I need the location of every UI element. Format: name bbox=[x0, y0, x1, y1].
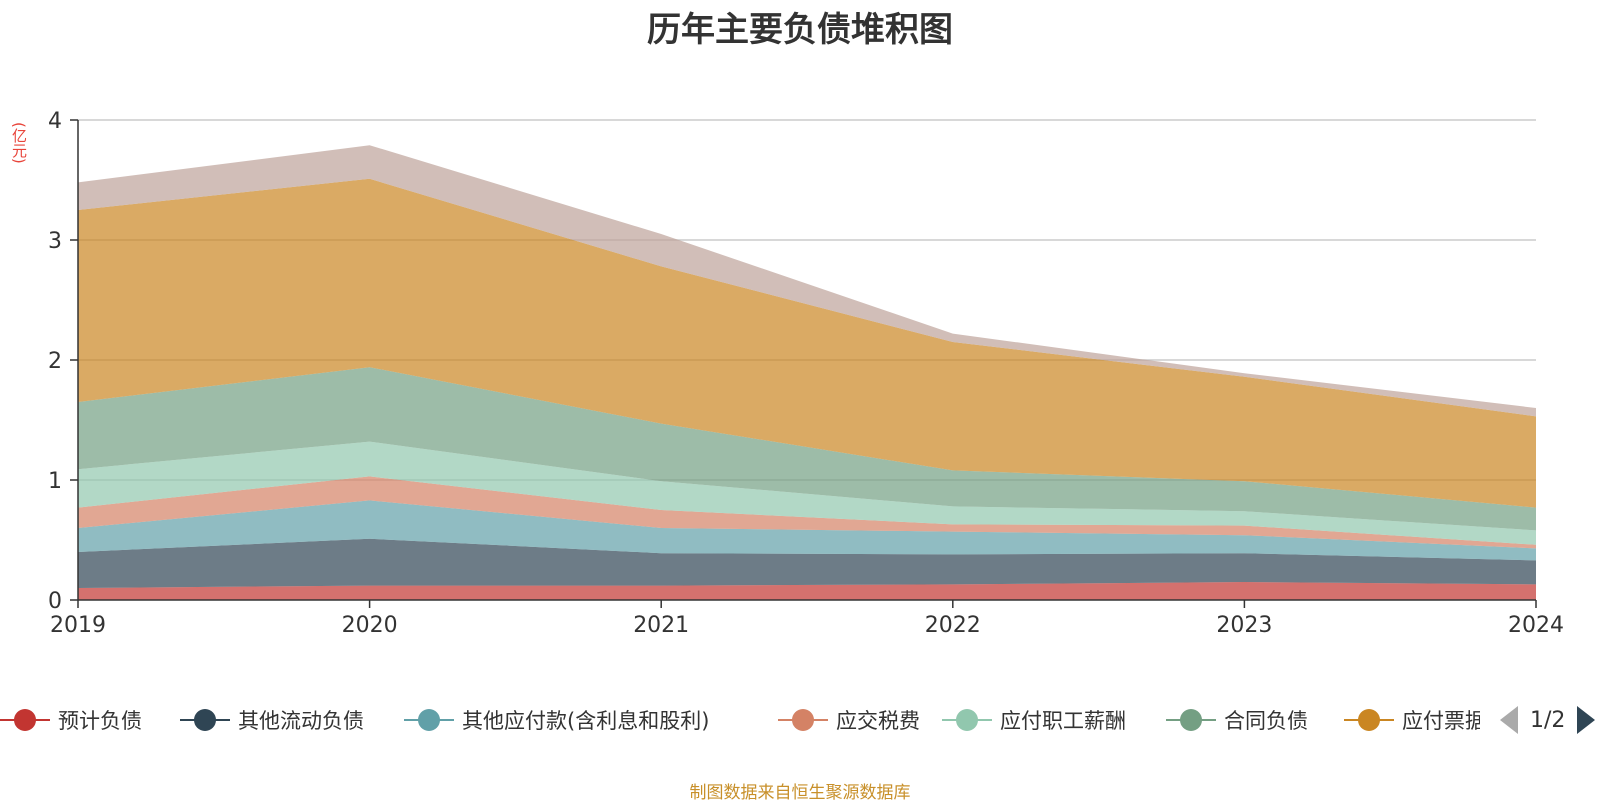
legend-marker-icon bbox=[180, 705, 230, 735]
legend-items: 预计负债 其他流动负债 其他应付款(含利息和股利) 应交税费 应付职工薪酬 合同负债 应付票… bbox=[0, 700, 1480, 740]
axes: 0 1 2 3 4 2019 2020 2021 2022 2023 2024 bbox=[48, 109, 1564, 638]
y-tick-label: 4 bbox=[48, 109, 62, 134]
x-tick-label: 2024 bbox=[1508, 613, 1564, 638]
area-series-7 bbox=[78, 145, 1536, 417]
legend: 预计负债 其他流动负债 其他应付款(含利息和股利) 应交税费 应付职工薪酬 合同负债 应付票… bbox=[0, 700, 1600, 740]
y-tick-label: 0 bbox=[48, 589, 62, 614]
area-series-4 bbox=[78, 441, 1536, 545]
legend-item-label: 应交税费 bbox=[836, 709, 920, 733]
legend-item-3[interactable]: 应交税费 bbox=[778, 700, 920, 740]
x-tick-label: 2021 bbox=[633, 613, 689, 638]
legend-item-label: 应付职工薪酬 bbox=[1000, 709, 1126, 733]
legend-next-page-button[interactable] bbox=[1577, 706, 1596, 734]
y-tick-label: 1 bbox=[48, 469, 62, 494]
legend-item-5[interactable]: 合同负债 bbox=[1166, 700, 1308, 740]
legend-item-label: 应付票据 bbox=[1402, 709, 1480, 733]
legend-item-0[interactable]: 预计负债 bbox=[0, 700, 142, 740]
stacked-area-chart: 0 1 2 3 4 2019 2020 2021 2022 2023 2024 bbox=[48, 109, 1564, 638]
legend-item-label: 其他应付款(含利息和股利) bbox=[462, 709, 710, 733]
legend-item-1[interactable]: 其他流动负债 bbox=[180, 700, 364, 740]
area-series-0 bbox=[78, 582, 1536, 600]
legend-item-label: 合同负债 bbox=[1224, 709, 1308, 733]
legend-marker-icon bbox=[404, 705, 454, 735]
legend-item-4[interactable]: 应付职工薪酬 bbox=[942, 700, 1126, 740]
x-tick-label: 2023 bbox=[1216, 613, 1272, 638]
legend-marker-icon bbox=[1166, 705, 1216, 735]
y-axis-unit-label: (亿元) bbox=[10, 122, 28, 164]
area-series-6 bbox=[78, 178, 1536, 508]
area-series-5 bbox=[78, 367, 1536, 531]
x-tick-label: 2020 bbox=[342, 613, 398, 638]
legend-item-label: 预计负债 bbox=[58, 709, 142, 733]
chart-title: 历年主要负债堆积图 bbox=[647, 10, 953, 50]
y-tick-label: 3 bbox=[48, 229, 62, 254]
area-series-3 bbox=[78, 476, 1536, 549]
x-tick-label: 2022 bbox=[925, 613, 981, 638]
x-tick-label: 2019 bbox=[50, 613, 106, 638]
legend-prev-page-button[interactable] bbox=[1500, 706, 1518, 734]
area-series bbox=[78, 145, 1536, 600]
legend-marker-icon bbox=[0, 705, 50, 735]
legend-marker-icon bbox=[778, 705, 828, 735]
legend-item-2[interactable]: 其他应付款(含利息和股利) bbox=[404, 700, 709, 740]
legend-marker-icon bbox=[942, 705, 992, 735]
area-series-1 bbox=[78, 538, 1536, 588]
legend-marker-icon bbox=[1344, 705, 1394, 735]
area-series-2 bbox=[78, 500, 1536, 561]
legend-pager: 1/2 bbox=[1500, 700, 1596, 740]
legend-page-indicator: 1/2 bbox=[1530, 707, 1566, 733]
legend-item-label: 其他流动负债 bbox=[238, 709, 364, 733]
y-tick-label: 2 bbox=[48, 349, 62, 374]
data-source-note: 制图数据来自恒生聚源数据库 bbox=[689, 783, 911, 803]
legend-item-6[interactable]: 应付票据 bbox=[1344, 700, 1480, 740]
